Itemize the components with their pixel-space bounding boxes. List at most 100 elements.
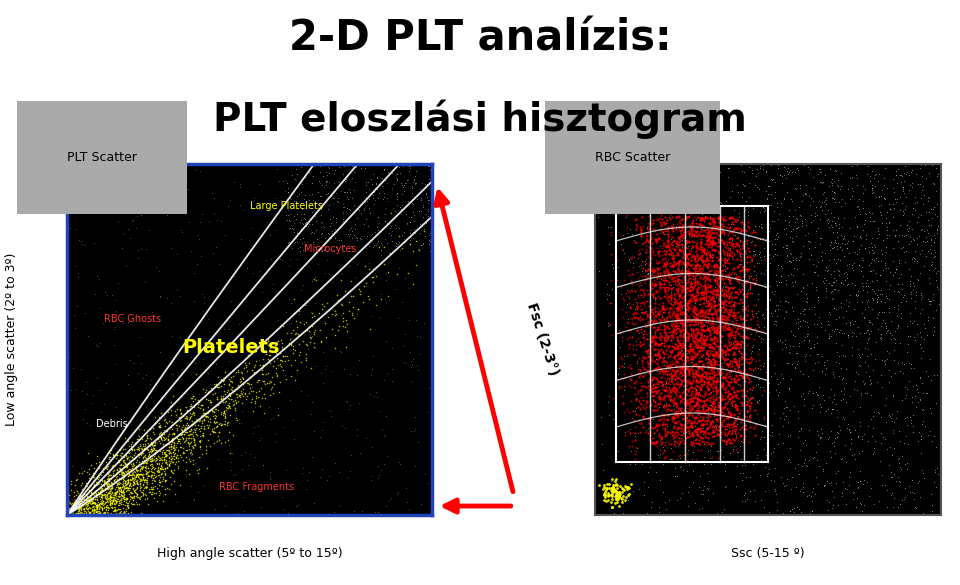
- Point: [733, 217, 749, 226]
- Point: [694, 364, 709, 374]
- Point: [363, 174, 378, 183]
- Point: [133, 487, 149, 497]
- Point: [690, 259, 706, 269]
- Point: [722, 283, 737, 292]
- Point: [306, 311, 322, 321]
- Point: [174, 429, 189, 438]
- Point: [669, 324, 684, 333]
- Point: [715, 227, 731, 236]
- Point: [810, 270, 826, 280]
- Point: [699, 305, 714, 314]
- Point: [694, 318, 709, 327]
- Point: [192, 445, 207, 454]
- Point: [840, 184, 855, 194]
- Point: [79, 501, 94, 511]
- Point: [312, 326, 327, 335]
- Point: [699, 297, 714, 306]
- Point: [661, 370, 677, 379]
- Point: [192, 435, 207, 445]
- Point: [861, 371, 876, 381]
- Point: [684, 383, 699, 392]
- Point: [263, 358, 278, 367]
- Point: [699, 224, 714, 233]
- Point: [671, 280, 686, 289]
- Point: [93, 510, 108, 519]
- Point: [664, 371, 680, 381]
- Point: [707, 334, 722, 343]
- Point: [718, 394, 733, 403]
- Point: [788, 464, 804, 473]
- Point: [644, 374, 660, 383]
- Point: [727, 429, 742, 438]
- Point: [108, 489, 123, 498]
- Point: [185, 408, 201, 418]
- Point: [786, 503, 802, 512]
- Point: [151, 463, 166, 473]
- Point: [140, 471, 156, 480]
- Point: [766, 216, 781, 226]
- Point: [852, 353, 868, 362]
- Point: [683, 431, 698, 440]
- Point: [700, 260, 715, 270]
- Point: [408, 167, 423, 176]
- Point: [602, 479, 617, 488]
- Point: [133, 210, 149, 219]
- Point: [79, 504, 94, 513]
- Point: [93, 510, 108, 519]
- Point: [632, 261, 647, 271]
- Point: [616, 381, 632, 391]
- Point: [696, 269, 711, 278]
- Point: [301, 164, 317, 174]
- Point: [672, 393, 687, 402]
- Point: [740, 292, 756, 301]
- Point: [132, 459, 147, 468]
- Point: [642, 400, 658, 410]
- Point: [660, 292, 676, 301]
- Point: [655, 301, 670, 311]
- Point: [157, 476, 173, 486]
- Point: [76, 192, 91, 202]
- Point: [603, 249, 618, 259]
- Point: [659, 259, 674, 269]
- Point: [60, 510, 75, 519]
- Point: [684, 271, 700, 281]
- Point: [87, 510, 103, 519]
- Point: [63, 506, 79, 515]
- Point: [709, 334, 725, 343]
- Point: [850, 201, 865, 211]
- Text: Ssc (5-15 º): Ssc (5-15 º): [732, 547, 804, 560]
- Point: [135, 480, 151, 490]
- Point: [678, 343, 693, 353]
- Point: [60, 510, 75, 519]
- Point: [80, 510, 95, 519]
- Point: [730, 448, 745, 457]
- Point: [83, 510, 98, 519]
- Point: [105, 503, 120, 512]
- Point: [201, 436, 216, 445]
- Point: [873, 370, 888, 380]
- Point: [709, 325, 725, 335]
- Point: [331, 321, 347, 331]
- Point: [645, 263, 660, 273]
- Point: [220, 385, 235, 394]
- Point: [732, 366, 748, 376]
- Point: [879, 223, 895, 232]
- Point: [377, 204, 393, 213]
- Point: [795, 307, 810, 316]
- Point: [80, 510, 95, 519]
- Point: [677, 250, 692, 260]
- Point: [716, 300, 732, 309]
- Point: [707, 367, 722, 377]
- Point: [152, 453, 167, 462]
- Point: [659, 331, 674, 340]
- Point: [65, 510, 81, 519]
- Point: [713, 408, 729, 418]
- Point: [799, 296, 814, 305]
- Point: [60, 510, 76, 519]
- Point: [109, 465, 125, 474]
- Point: [684, 309, 699, 318]
- Point: [705, 222, 720, 231]
- Point: [77, 404, 92, 413]
- Point: [838, 352, 853, 361]
- Point: [90, 510, 106, 519]
